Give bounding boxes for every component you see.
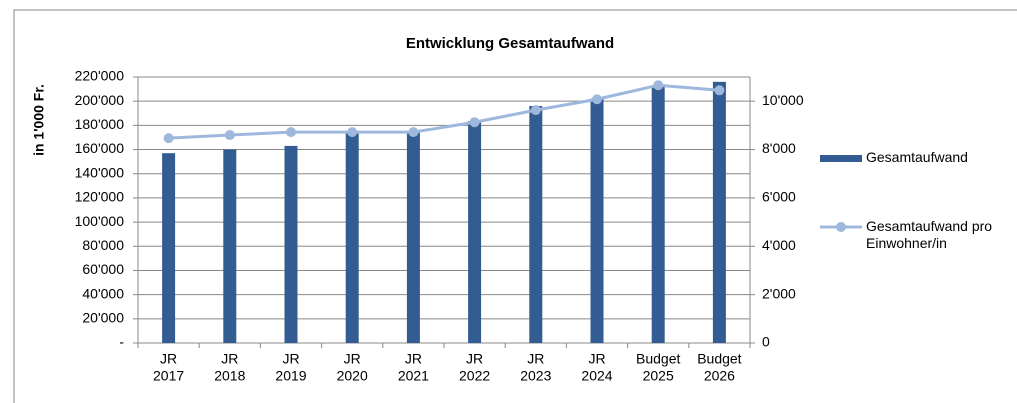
line-point xyxy=(408,127,419,138)
y-tick-label: 180'000 xyxy=(75,116,125,132)
bar xyxy=(590,98,604,343)
x-tick-label: JR xyxy=(466,351,483,367)
legend-swatch xyxy=(820,155,862,162)
y2-tick-label: 0 xyxy=(762,334,770,350)
x-tick-label: JR xyxy=(160,351,177,367)
x-tick-label: 2025 xyxy=(643,368,674,384)
x-tick-label: 2017 xyxy=(153,368,184,384)
line-point xyxy=(286,127,296,138)
line-point xyxy=(653,80,664,91)
y-tick-label: 220'000 xyxy=(75,68,125,84)
x-tick-label: JR xyxy=(221,351,238,367)
chart-frame xyxy=(13,9,1017,403)
x-tick-label: 2021 xyxy=(398,368,429,384)
line-point xyxy=(469,117,480,128)
x-tick-label: 2023 xyxy=(520,368,551,384)
x-tick-label: 2026 xyxy=(704,368,735,384)
y-tick-label: 20'000 xyxy=(82,310,124,326)
x-tick-label: 2018 xyxy=(214,368,245,384)
y-tick-label: 100'000 xyxy=(75,213,125,229)
y2-tick-label: 4'000 xyxy=(762,237,796,253)
legend-label: Gesamtaufwand xyxy=(866,149,968,165)
line-point xyxy=(347,127,358,138)
x-tick-label: JR xyxy=(344,351,361,367)
chart-title: Entwicklung Gesamtaufwand xyxy=(406,35,614,52)
line-point xyxy=(224,130,235,141)
y2-tick-label: 8'000 xyxy=(762,140,796,156)
bar xyxy=(712,81,726,343)
line-point xyxy=(530,105,541,116)
x-tick-label: JR xyxy=(405,351,422,367)
x-tick-label: 2022 xyxy=(459,368,490,384)
bar xyxy=(651,86,665,343)
line-point xyxy=(163,133,174,144)
y-tick-label: 120'000 xyxy=(75,189,125,205)
bar xyxy=(223,149,237,343)
x-tick-label: Budget xyxy=(636,351,680,367)
y-axis-label: in 1'000 Fr. xyxy=(31,84,47,156)
y-tick-label: 60'000 xyxy=(82,261,124,277)
line-point xyxy=(714,85,725,96)
x-tick-label: JR xyxy=(588,351,605,367)
bar xyxy=(162,153,176,343)
x-tick-label: 2020 xyxy=(337,368,368,384)
y-tick-label: 80'000 xyxy=(82,237,124,253)
line-point xyxy=(592,94,602,105)
x-tick-label: 2019 xyxy=(275,368,306,384)
bar xyxy=(284,145,298,343)
x-tick-label: 2024 xyxy=(581,368,612,384)
y-tick-label: - xyxy=(119,334,124,350)
y-tick-label: 40'000 xyxy=(82,285,124,301)
x-tick-label: Budget xyxy=(697,351,741,367)
x-tick-label: JR xyxy=(527,351,544,367)
y2-tick-label: 10'000 xyxy=(762,92,804,108)
bar xyxy=(529,106,543,343)
y2-tick-label: 2'000 xyxy=(762,285,796,301)
line xyxy=(168,83,720,140)
bar xyxy=(406,132,420,343)
bar xyxy=(468,121,482,343)
x-tick-label: JR xyxy=(282,351,299,367)
bar xyxy=(345,133,359,343)
y-tick-label: 200'000 xyxy=(75,92,125,108)
y2-tick-label: 6'000 xyxy=(762,189,796,205)
y-tick-label: 140'000 xyxy=(75,164,125,180)
legend-swatch xyxy=(836,222,846,232)
legend-label: Gesamtaufwand pro Einwohner/in xyxy=(866,218,993,251)
y-tick-label: 160'000 xyxy=(75,140,125,156)
